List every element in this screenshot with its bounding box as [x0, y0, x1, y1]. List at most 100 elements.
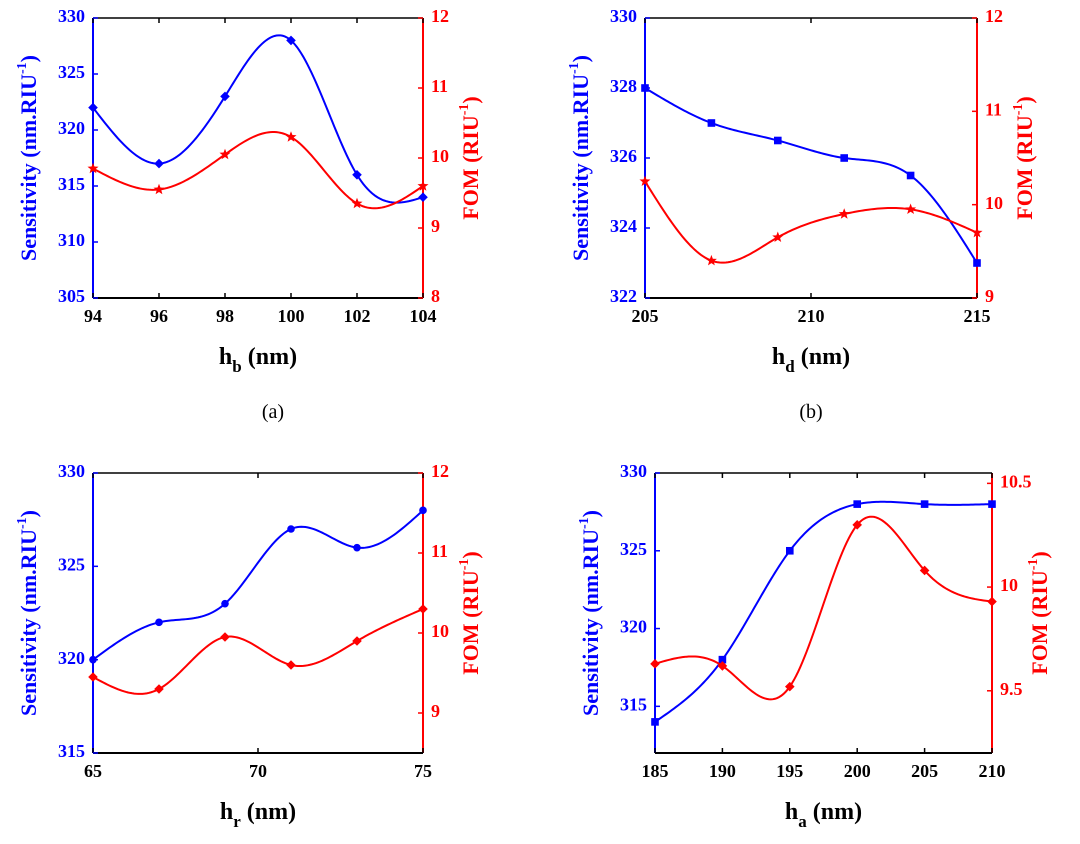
y-right-tick-label: 9.5 [1000, 679, 1023, 699]
series-line-left [92, 34, 424, 204]
data-point-right [987, 596, 997, 607]
series-line-right [654, 515, 993, 701]
x-axis-title-base: h [772, 344, 785, 370]
data-point-left [155, 618, 163, 627]
data-point-left [988, 500, 996, 508]
y-left-tick-label: 325 [58, 554, 85, 574]
x-tick-label: 96 [150, 306, 168, 326]
x-axis-title: hr (nm) [220, 799, 296, 831]
data-point-left [286, 35, 296, 46]
y-left-tick-label: 330 [58, 6, 85, 26]
data-point-left [920, 500, 929, 508]
y-right-axis-title-sup: -1 [1026, 559, 1041, 571]
series-line-right [92, 131, 424, 210]
y-left-axis-title-text: Sensitivity (nm.RIU [16, 529, 41, 716]
x-tick-label: 102 [344, 306, 371, 326]
x-axis-title-sub: r [233, 812, 241, 831]
data-point-right [905, 203, 917, 215]
data-point-left [641, 84, 649, 92]
chart-panel-3: 65 70 75 315 320 325 330 9 10 11 12 hr (nm) Sensitiv… [15, 461, 483, 831]
y-left-tick-label: 330 [58, 461, 85, 481]
x-tick-label: 70 [249, 761, 267, 781]
y-right-axis-title-end: ) [1027, 551, 1052, 558]
y-right-tick-label: 10.5 [1000, 471, 1032, 491]
y-left-axis-title-sup: -1 [15, 62, 30, 74]
data-point-right [717, 661, 728, 671]
data-point-right [639, 175, 651, 187]
y-left-axis-title-end: ) [578, 510, 603, 517]
y-right-axis-title: FOM (RIU-1) [1026, 551, 1052, 674]
y-right-tick-label: 10 [431, 621, 449, 641]
y-left-tick-label: 320 [58, 648, 85, 668]
x-tick-label: 75 [414, 761, 432, 781]
y-right-tick-label: 11 [985, 99, 1002, 119]
y-left-axis-title-sup: -1 [577, 517, 592, 529]
data-point-left [352, 170, 362, 180]
x-axis-title-base: h [785, 799, 798, 825]
data-point-right [285, 131, 297, 142]
x-tick-label: 104 [410, 306, 437, 326]
y-left-axis-title-end: ) [16, 510, 41, 517]
series-line-right [92, 608, 424, 695]
panel-label: (a) [262, 401, 284, 423]
y-right-axis-title: FOM (RIU-1) [457, 96, 483, 219]
x-tick-label: 200 [844, 761, 871, 781]
chart-panel-1: 94 96 98 100 102 104 305 310 315 320 325 330 8 9 10 11 1… [15, 6, 483, 423]
data-point-left [840, 154, 848, 162]
y-left-tick-label: 320 [620, 617, 647, 637]
data-point-left [973, 259, 981, 267]
y-right-axis-title-text: FOM (RIU [458, 115, 483, 220]
y-left-tick-label: 320 [58, 118, 85, 138]
y-right-axis-title-text: FOM (RIU [458, 570, 483, 675]
chart-panel-2: 205 210 215 322 324 326 328 330 9 10 11 12 hd (nm) Se… [567, 6, 1037, 423]
y-right-tick-label: 10 [985, 193, 1003, 213]
y-left-axis-title: Sensitivity (nm.RIU-1) [577, 510, 603, 716]
x-tick-label: 210 [798, 306, 825, 326]
x-tick-label: 190 [709, 761, 736, 781]
x-axis-title: ha (nm) [785, 799, 862, 831]
chart-panel-4: 185 190 195 200 205 210 315 320 325 330 9.5 10 10.5 h… [577, 461, 1052, 831]
x-tick-label: 98 [216, 306, 234, 326]
x-axis-title: hb (nm) [219, 344, 297, 376]
series-line-left [654, 500, 993, 723]
data-point-right [352, 636, 362, 646]
y-left-axis-title-end: ) [16, 55, 41, 62]
y-right-tick-label: 12 [985, 6, 1003, 26]
data-point-left [853, 500, 861, 508]
y-right-tick-label: 11 [431, 541, 448, 561]
data-point-left [418, 192, 428, 202]
x-tick-label: 185 [642, 761, 669, 781]
data-point-left [89, 655, 97, 664]
x-axis-title-base: h [220, 799, 233, 825]
panel-label: (b) [799, 401, 822, 423]
data-point-left [707, 119, 716, 127]
data-point-left [774, 136, 782, 145]
y-right-tick-label: 12 [431, 6, 449, 26]
y-right-tick-label: 9 [431, 701, 440, 721]
y-right-tick-label: 10 [431, 146, 449, 166]
x-axis-title-unit: (nm) [242, 344, 297, 370]
y-right-axis-title-end: ) [458, 551, 483, 558]
x-axis-title: hd (nm) [772, 344, 850, 376]
x-tick-label: 65 [84, 761, 102, 781]
series-line-right [644, 180, 978, 264]
data-point-left [906, 171, 915, 180]
data-point-right [785, 681, 795, 692]
y-left-tick-label: 322 [610, 286, 637, 306]
y-left-axis-title-end: ) [568, 55, 593, 62]
series-line-left [92, 509, 424, 661]
x-axis-title-unit: (nm) [795, 344, 850, 370]
data-point-right [919, 565, 930, 576]
y-right-axis-title-text: FOM (RIU [1027, 570, 1052, 675]
y-right-axis-title-sup: -1 [457, 104, 472, 116]
data-point-right [153, 183, 165, 195]
y-left-tick-label: 310 [58, 230, 85, 250]
y-right-tick-label: 10 [1000, 575, 1018, 595]
x-axis-title-unit: (nm) [241, 799, 296, 825]
data-point-left [287, 525, 295, 533]
data-point-right [154, 684, 164, 694]
x-axis-title-sub: b [232, 357, 241, 376]
y-right-axis-title-sup: -1 [1011, 104, 1026, 116]
y-left-tick-label: 330 [610, 6, 637, 26]
